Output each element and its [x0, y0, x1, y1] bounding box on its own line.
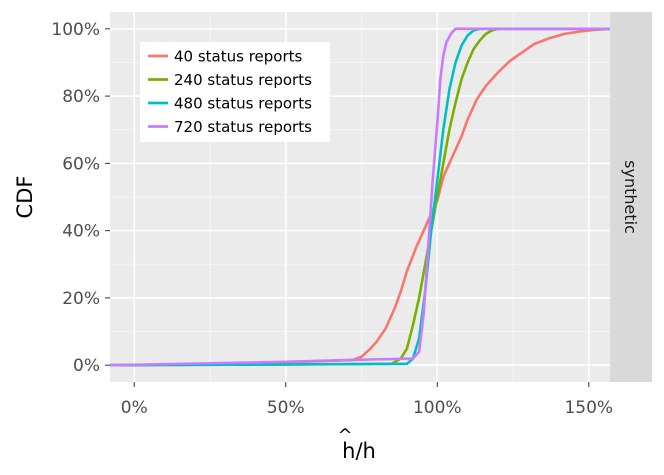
series-line-2 [109, 27, 610, 367]
x-tick-label: 0% [121, 398, 148, 418]
y-tick-label: 60% [62, 154, 100, 174]
facet-strip [610, 12, 652, 382]
axes: 0% 50% 100% 150% 0% 20% 40% 60% 80% 100% [51, 20, 613, 418]
series-line-3 [109, 27, 610, 367]
legend-box [140, 42, 330, 142]
y-tick-label: 20% [62, 289, 100, 309]
y-axis-title: CDF [13, 176, 37, 219]
series-line-1 [109, 27, 611, 367]
x-tick-label: 100% [413, 398, 462, 418]
y-tick-label: 100% [51, 20, 100, 40]
x-axis-title: h/h [342, 439, 376, 463]
legend-label-3: 480 status reports [174, 95, 312, 113]
y-tick-label: 80% [62, 87, 100, 107]
legend-label-4: 720 status reports [174, 118, 312, 136]
legend: 40 status reports 240 status reports 480 s… [140, 42, 330, 142]
x-tick-label: 50% [267, 398, 305, 418]
y-tick-label: 0% [73, 356, 100, 376]
x-axis-title-hat: ^ [337, 425, 352, 446]
series-line-4 [109, 27, 610, 367]
y-tick-label: 40% [62, 222, 100, 242]
legend-label-1: 40 status reports [174, 48, 303, 66]
facet-strip-label: synthetic [621, 160, 640, 234]
series-lines [109, 27, 611, 367]
legend-label-2: 240 status reports [174, 71, 312, 89]
x-tick-label: 150% [564, 398, 613, 418]
